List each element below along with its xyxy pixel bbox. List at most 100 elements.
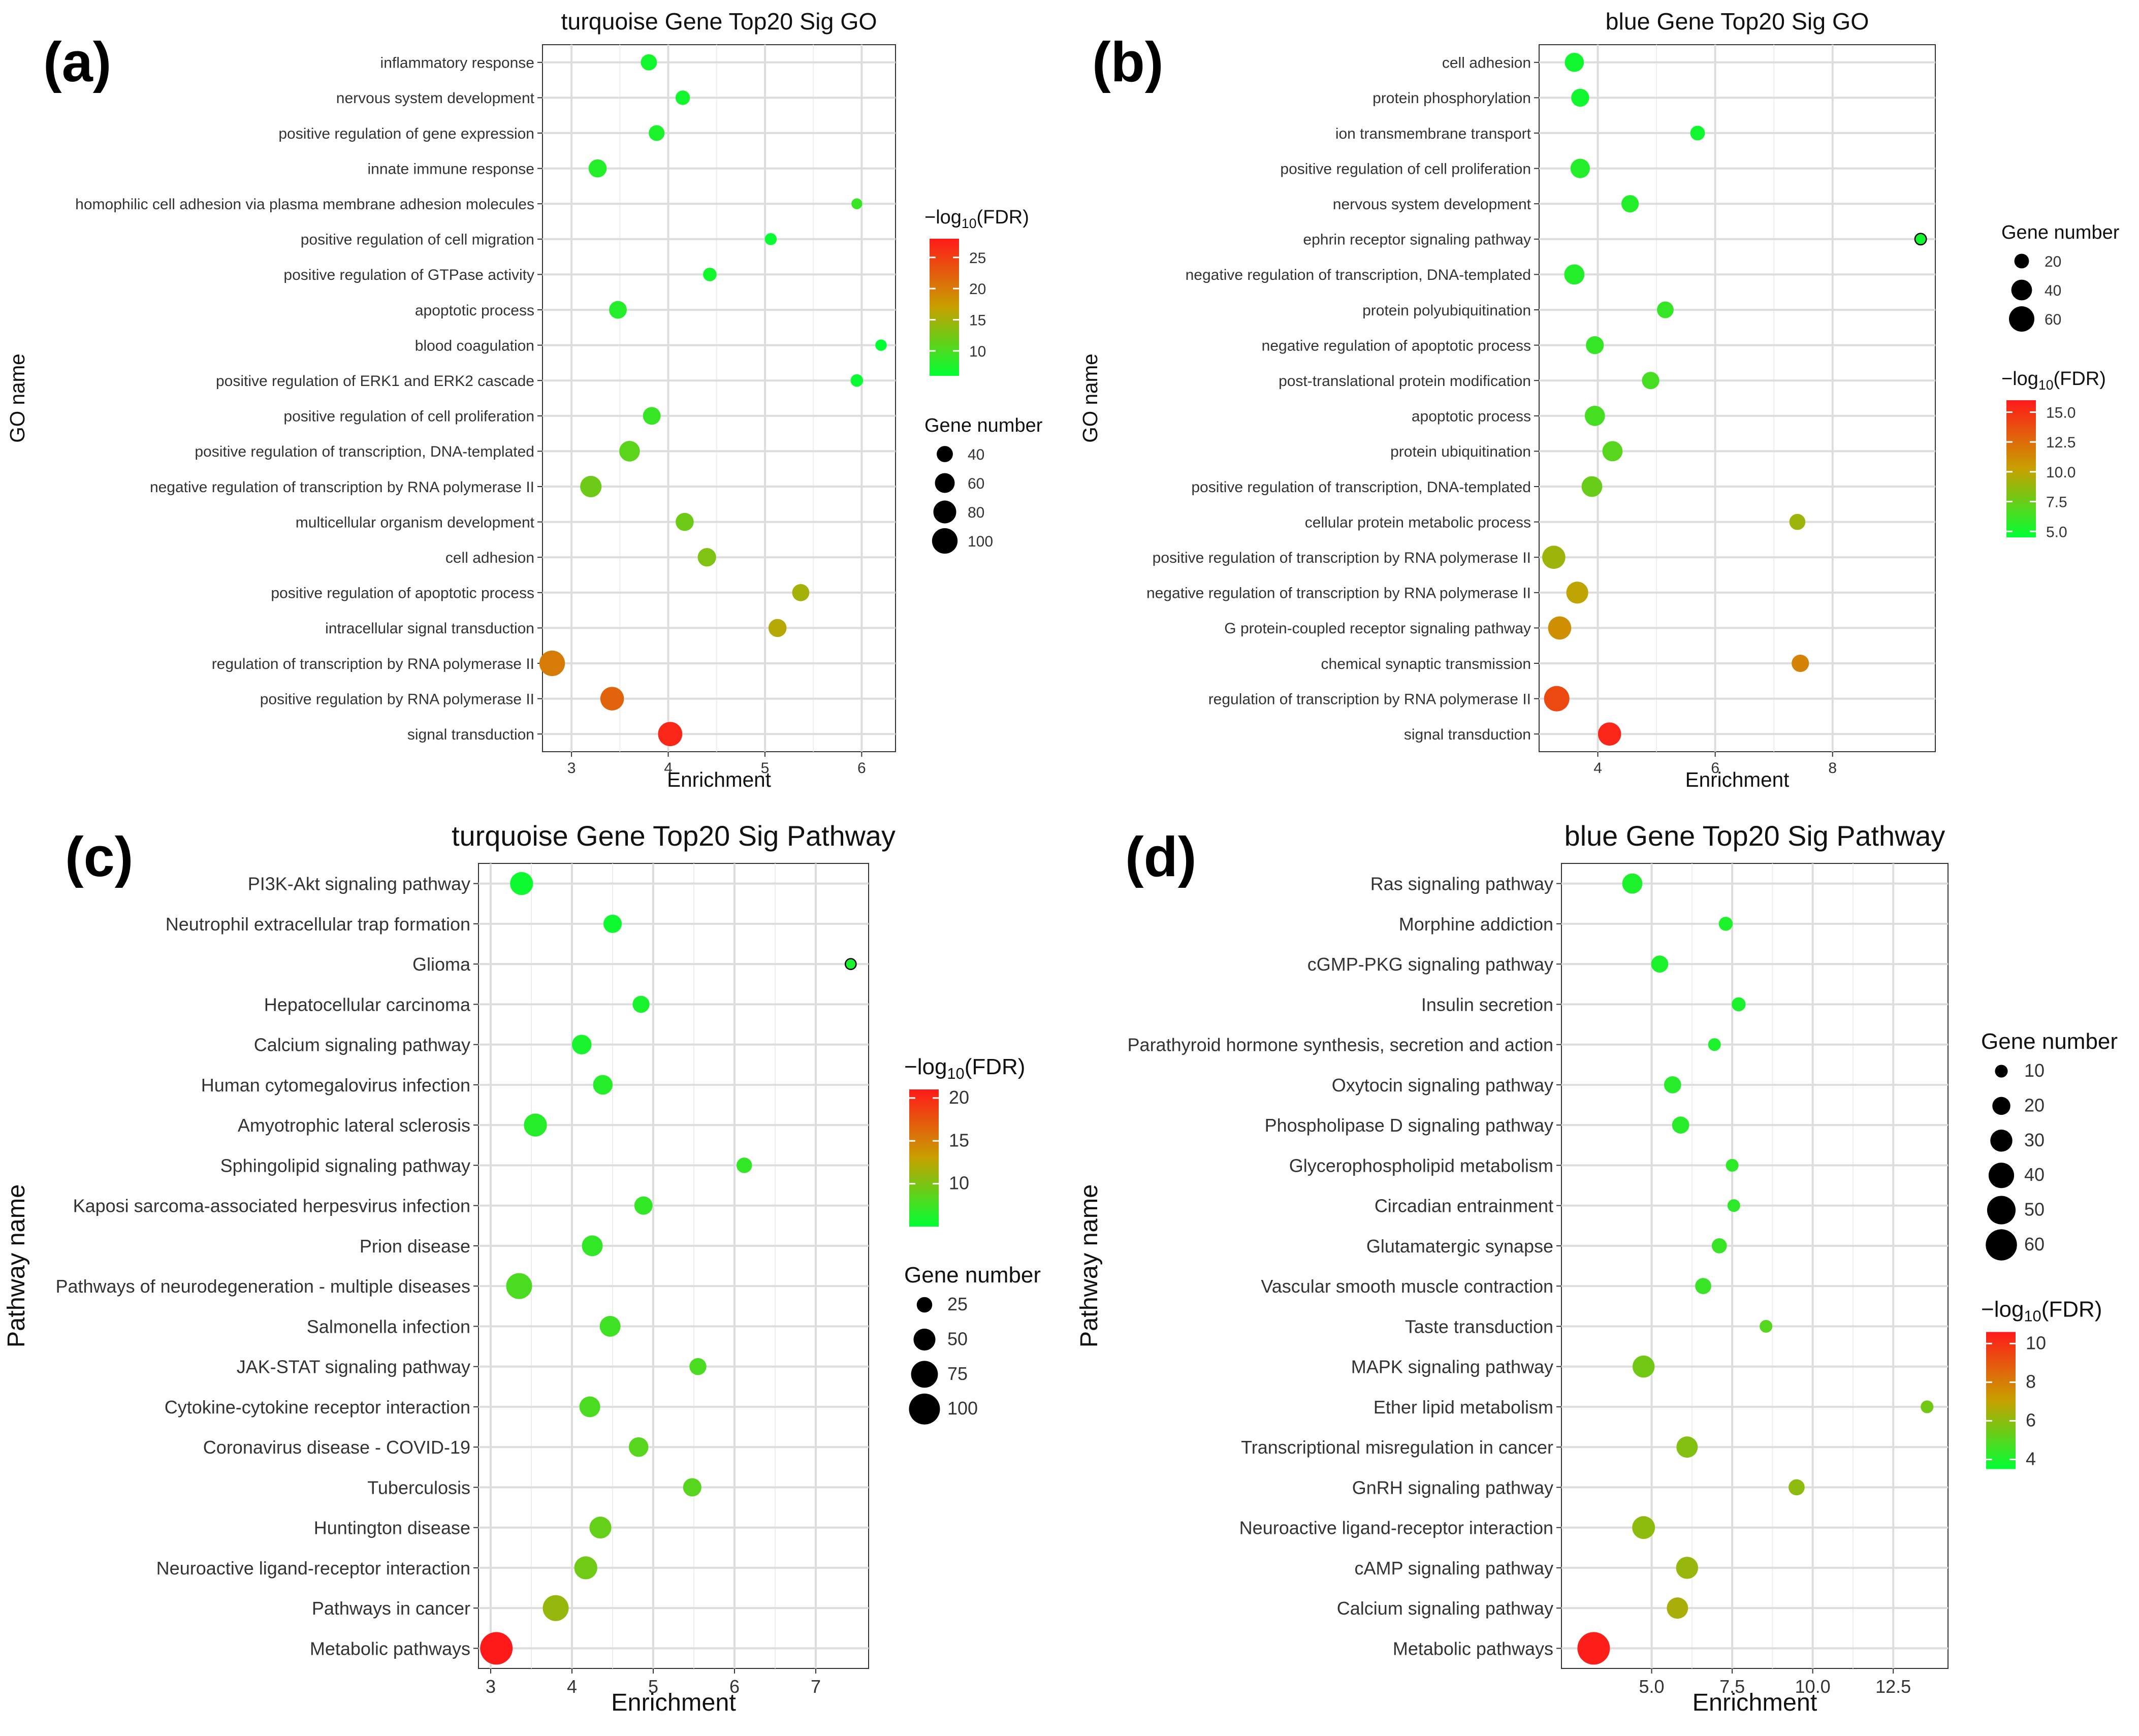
x-tick-label: 5 xyxy=(648,1676,658,1697)
y-tick-label: Parathyroid hormone synthesis, secretion… xyxy=(1128,1035,1553,1055)
data-point xyxy=(1566,582,1588,604)
y-tick-label: Ras signaling pathway xyxy=(1370,874,1553,894)
data-point xyxy=(1548,616,1572,640)
data-point xyxy=(600,687,624,711)
y-tick-label: Metabolic pathways xyxy=(310,1638,470,1659)
size-legend-label: 20 xyxy=(2024,1095,2045,1115)
x-tick-label: 5.0 xyxy=(1639,1676,1665,1697)
data-point xyxy=(580,475,602,498)
y-tick-label: blood coagulation xyxy=(415,337,534,354)
size-legend-label: 60 xyxy=(2045,311,2061,328)
data-point xyxy=(582,1235,603,1257)
y-tick-label: positive regulation of apoptotic process xyxy=(271,585,534,602)
data-point xyxy=(675,90,690,105)
y-tick-label: Phospholipase D signaling pathway xyxy=(1265,1115,1553,1136)
data-point xyxy=(1571,88,1589,107)
y-tick-label: Glutamatergic synapse xyxy=(1366,1236,1553,1257)
y-tick-label: Vascular smooth muscle contraction xyxy=(1261,1276,1553,1297)
x-tick-label: 6 xyxy=(1711,760,1719,777)
chart-title: turquoise Gene Top20 Sig GO xyxy=(561,8,877,35)
size-legend-dot xyxy=(2011,279,2032,301)
data-point xyxy=(697,548,716,567)
data-point xyxy=(1577,1632,1610,1665)
data-point xyxy=(768,619,787,637)
y-tick-label: Glioma xyxy=(412,954,471,975)
y-tick-label: cGMP-PKG signaling pathway xyxy=(1307,954,1553,975)
data-point xyxy=(1690,125,1705,141)
color-legend-title: −log10(FDR) xyxy=(1981,1297,2102,1325)
y-axis-label: GO name xyxy=(1078,353,1102,443)
y-tick-label: Neuroactive ligand-receptor interaction xyxy=(1239,1518,1553,1538)
y-tick-label: negative regulation of transcription, DN… xyxy=(1186,267,1531,283)
y-tick-label: Circadian entrainment xyxy=(1375,1196,1553,1216)
size-legend-label: 50 xyxy=(947,1328,968,1349)
data-point xyxy=(643,407,661,425)
data-point xyxy=(736,1158,752,1173)
data-point xyxy=(506,1273,532,1299)
size-legend-label: 50 xyxy=(2024,1199,2045,1220)
panel-label: (d) xyxy=(1125,826,1196,888)
y-tick-label: negative regulation of apoptotic process xyxy=(1262,337,1531,354)
color-legend-tick-label: 4 xyxy=(2026,1448,2036,1469)
data-point xyxy=(571,1035,592,1054)
size-legend-label: 75 xyxy=(947,1363,968,1384)
y-tick-label: Kaposi sarcoma-associated herpesvirus in… xyxy=(73,1196,470,1216)
x-axis-label: Enrichment xyxy=(667,768,771,791)
x-axis-label: Enrichment xyxy=(1685,768,1790,791)
data-point xyxy=(1632,1516,1655,1539)
data-point xyxy=(603,914,622,933)
data-point xyxy=(1584,405,1605,426)
color-legend-tick-label: 15 xyxy=(949,1130,969,1150)
size-legend-label: 30 xyxy=(2024,1130,2045,1150)
data-point xyxy=(1564,264,1585,285)
size-legend-dot xyxy=(1986,1229,2017,1261)
y-tick-label: signal transduction xyxy=(407,726,534,743)
size-legend-label: 40 xyxy=(2024,1164,2045,1185)
color-legend-title: −log10(FDR) xyxy=(924,207,1029,231)
y-tick-label: Neuroactive ligand-receptor interaction xyxy=(156,1558,470,1579)
data-point xyxy=(588,159,607,178)
data-point xyxy=(1695,1278,1711,1295)
y-tick-label: Glycerophospholipid metabolism xyxy=(1289,1155,1553,1176)
y-tick-label: Calcium signaling pathway xyxy=(1337,1598,1553,1619)
size-legend-dot xyxy=(2014,253,2029,269)
y-tick-label: positive regulation of cell proliferatio… xyxy=(283,408,534,425)
size-legend-dot xyxy=(2009,306,2034,332)
data-point xyxy=(649,125,665,141)
size-legend-dot xyxy=(937,446,953,462)
data-point xyxy=(579,1396,600,1418)
x-tick-label: 6 xyxy=(729,1676,740,1697)
data-point xyxy=(1726,1159,1739,1172)
x-tick-label: 4 xyxy=(1593,760,1602,777)
y-tick-label: inflammatory response xyxy=(380,55,534,72)
y-axis-label: Pathway name xyxy=(3,1184,30,1347)
y-tick-label: cell adhesion xyxy=(1442,55,1531,72)
y-tick-label: G protein-coupled receptor signaling pat… xyxy=(1224,620,1531,637)
size-legend-label: 60 xyxy=(968,475,984,492)
size-legend-dot xyxy=(911,1361,938,1388)
data-point xyxy=(1544,686,1570,712)
data-point xyxy=(689,1358,707,1375)
data-point xyxy=(1570,158,1590,178)
size-legend-label: 100 xyxy=(947,1398,978,1419)
plot-area xyxy=(542,44,896,752)
y-tick-label: ephrin receptor signaling pathway xyxy=(1303,232,1531,248)
chart-panel-d: (d) blue Gene Top20 Sig Pathway 5.0 7.5 10.0… xyxy=(1075,820,2118,1716)
y-tick-label: Calcium signaling pathway xyxy=(254,1035,470,1055)
y-tick-label: positive regulation of GTPase activity xyxy=(283,267,534,283)
y-tick-label: signal transduction xyxy=(1404,726,1531,743)
data-point xyxy=(1632,1355,1655,1378)
y-tick-label: positive regulation of gene expression xyxy=(278,125,534,142)
color-legend-tick-label: 15 xyxy=(969,312,986,329)
y-tick-label: MAPK signaling pathway xyxy=(1351,1357,1553,1377)
color-legend-tick-label: 5.0 xyxy=(2046,524,2067,540)
data-point xyxy=(632,995,650,1013)
size-legend-dot xyxy=(935,473,955,493)
y-tick-label: nervous system development xyxy=(1333,196,1531,213)
data-point xyxy=(1581,476,1603,497)
size-legend-dot xyxy=(1988,1163,2015,1188)
color-legend-tick-label: 6 xyxy=(2026,1409,2036,1430)
x-tick-label: 5 xyxy=(761,760,770,777)
y-tick-label: Sphingolipid signaling pathway xyxy=(220,1155,470,1176)
y-tick-label: cAMP signaling pathway xyxy=(1354,1558,1553,1579)
